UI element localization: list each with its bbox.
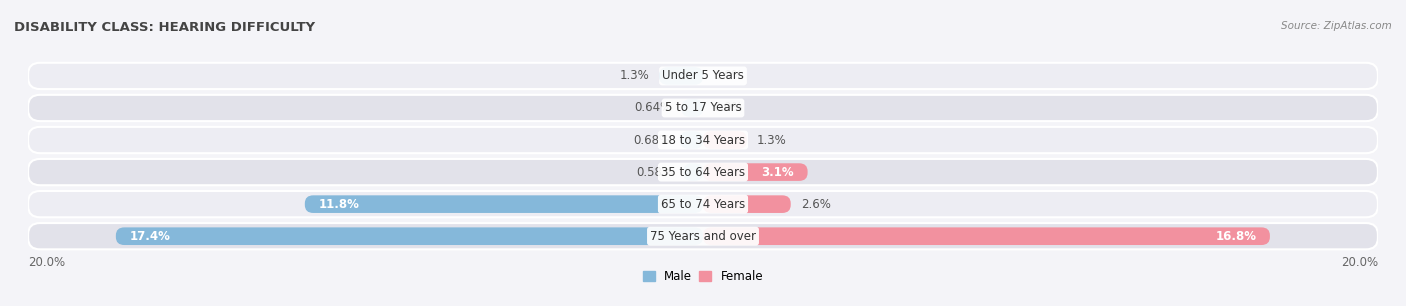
Text: 3.1%: 3.1% [762, 166, 794, 179]
Text: 0.68%: 0.68% [633, 133, 669, 147]
Text: 65 to 74 Years: 65 to 74 Years [661, 198, 745, 211]
Text: 11.8%: 11.8% [318, 198, 359, 211]
FancyBboxPatch shape [703, 131, 747, 149]
Text: 75 Years and over: 75 Years and over [650, 230, 756, 243]
FancyBboxPatch shape [28, 223, 1378, 249]
Text: DISABILITY CLASS: HEARING DIFFICULTY: DISABILITY CLASS: HEARING DIFFICULTY [14, 21, 315, 34]
Text: 0.64%: 0.64% [634, 102, 671, 114]
FancyBboxPatch shape [681, 131, 703, 149]
Text: 16.8%: 16.8% [1215, 230, 1257, 243]
Text: 20.0%: 20.0% [28, 256, 65, 269]
Text: 1.3%: 1.3% [619, 69, 650, 82]
Text: 2.6%: 2.6% [801, 198, 831, 211]
FancyBboxPatch shape [28, 63, 1378, 89]
Text: 0.0%: 0.0% [713, 102, 742, 114]
FancyBboxPatch shape [305, 195, 703, 213]
FancyBboxPatch shape [28, 159, 1378, 185]
Legend: Male, Female: Male, Female [638, 265, 768, 288]
Text: Source: ZipAtlas.com: Source: ZipAtlas.com [1281, 21, 1392, 32]
Text: 5 to 17 Years: 5 to 17 Years [665, 102, 741, 114]
FancyBboxPatch shape [683, 163, 703, 181]
Text: 35 to 64 Years: 35 to 64 Years [661, 166, 745, 179]
FancyBboxPatch shape [115, 227, 703, 245]
Text: 0.58%: 0.58% [637, 166, 673, 179]
FancyBboxPatch shape [659, 67, 703, 85]
FancyBboxPatch shape [703, 195, 790, 213]
FancyBboxPatch shape [28, 95, 1378, 121]
FancyBboxPatch shape [703, 227, 1270, 245]
FancyBboxPatch shape [682, 99, 703, 117]
Text: 20.0%: 20.0% [1341, 256, 1378, 269]
FancyBboxPatch shape [703, 163, 807, 181]
Text: 0.0%: 0.0% [713, 69, 742, 82]
FancyBboxPatch shape [28, 191, 1378, 217]
Text: 18 to 34 Years: 18 to 34 Years [661, 133, 745, 147]
Text: Under 5 Years: Under 5 Years [662, 69, 744, 82]
Text: 17.4%: 17.4% [129, 230, 170, 243]
Text: 1.3%: 1.3% [756, 133, 787, 147]
FancyBboxPatch shape [28, 127, 1378, 153]
